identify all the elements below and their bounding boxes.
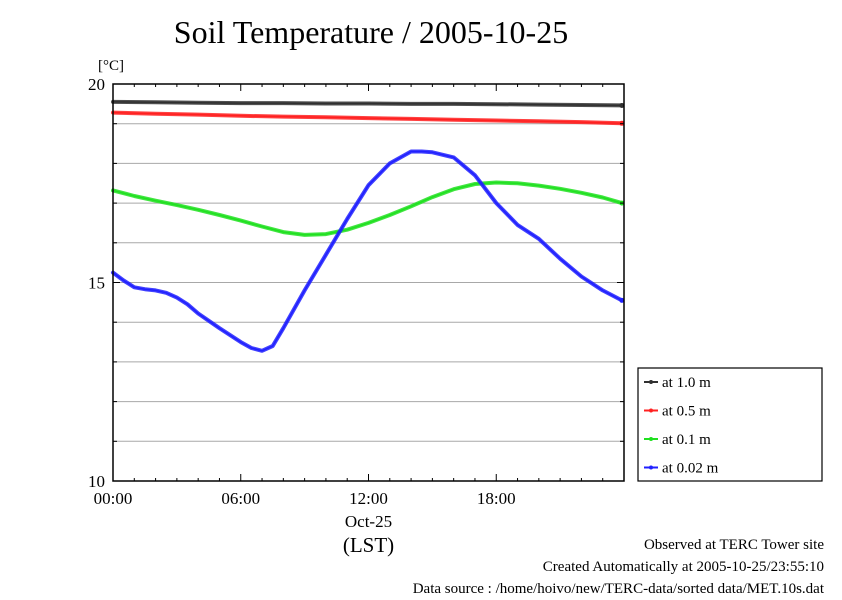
legend-label: at 0.02 m — [662, 461, 719, 477]
x-tick-label: 00:00 — [94, 489, 133, 508]
legend-marker — [649, 465, 653, 470]
x-tick-label: 12:00 — [349, 489, 388, 508]
tick-labels: 10 15 20 00:00 06:00 12:00 18:00 — [88, 75, 516, 508]
series-line-core — [112, 111, 622, 125]
series-end-point — [619, 297, 625, 303]
y-tick-label: 15 — [88, 274, 105, 293]
series-end-point — [619, 102, 625, 108]
axis-ticks — [112, 83, 625, 482]
legend: at 1.0 m at 0.5 m at 0.1 m at 0.02 m — [637, 367, 823, 482]
x-axis-label: (LST) — [343, 533, 394, 557]
footer-created: Created Automatically at 2005-10-25/23:5… — [542, 559, 824, 575]
y-tick-label: 20 — [88, 75, 105, 94]
legend-marker — [649, 408, 653, 413]
footer-site: Observed at TERC Tower site — [643, 537, 824, 553]
legend-label: at 0.1 m — [662, 432, 711, 448]
y-tick-label: 10 — [88, 472, 105, 491]
x-tick-label: 06:00 — [221, 489, 260, 508]
y-axis-label: [°C] — [98, 58, 124, 74]
footer-notes: Observed at TERC Tower site Created Auto… — [413, 534, 824, 600]
legend-marker — [649, 380, 653, 384]
legend-marker — [649, 437, 653, 441]
series-line-core — [112, 181, 623, 236]
legend-label: at 0.5 m — [662, 404, 711, 420]
chart-title: Soil Temperature / 2005-10-25 — [173, 14, 569, 50]
legend-box — [637, 367, 823, 482]
series-line-core — [112, 150, 623, 352]
grid-lines — [113, 123, 624, 442]
footer-source: Data source : /home/hoivo/new/TERC-data/… — [412, 581, 824, 597]
series-line — [111, 149, 624, 353]
x-date-label: Oct-25 — [345, 512, 392, 531]
data-series — [111, 99, 625, 353]
legend-label: at 1.0 m — [662, 375, 711, 391]
series-line-core — [112, 101, 622, 107]
x-tick-label: 18:00 — [477, 489, 516, 508]
